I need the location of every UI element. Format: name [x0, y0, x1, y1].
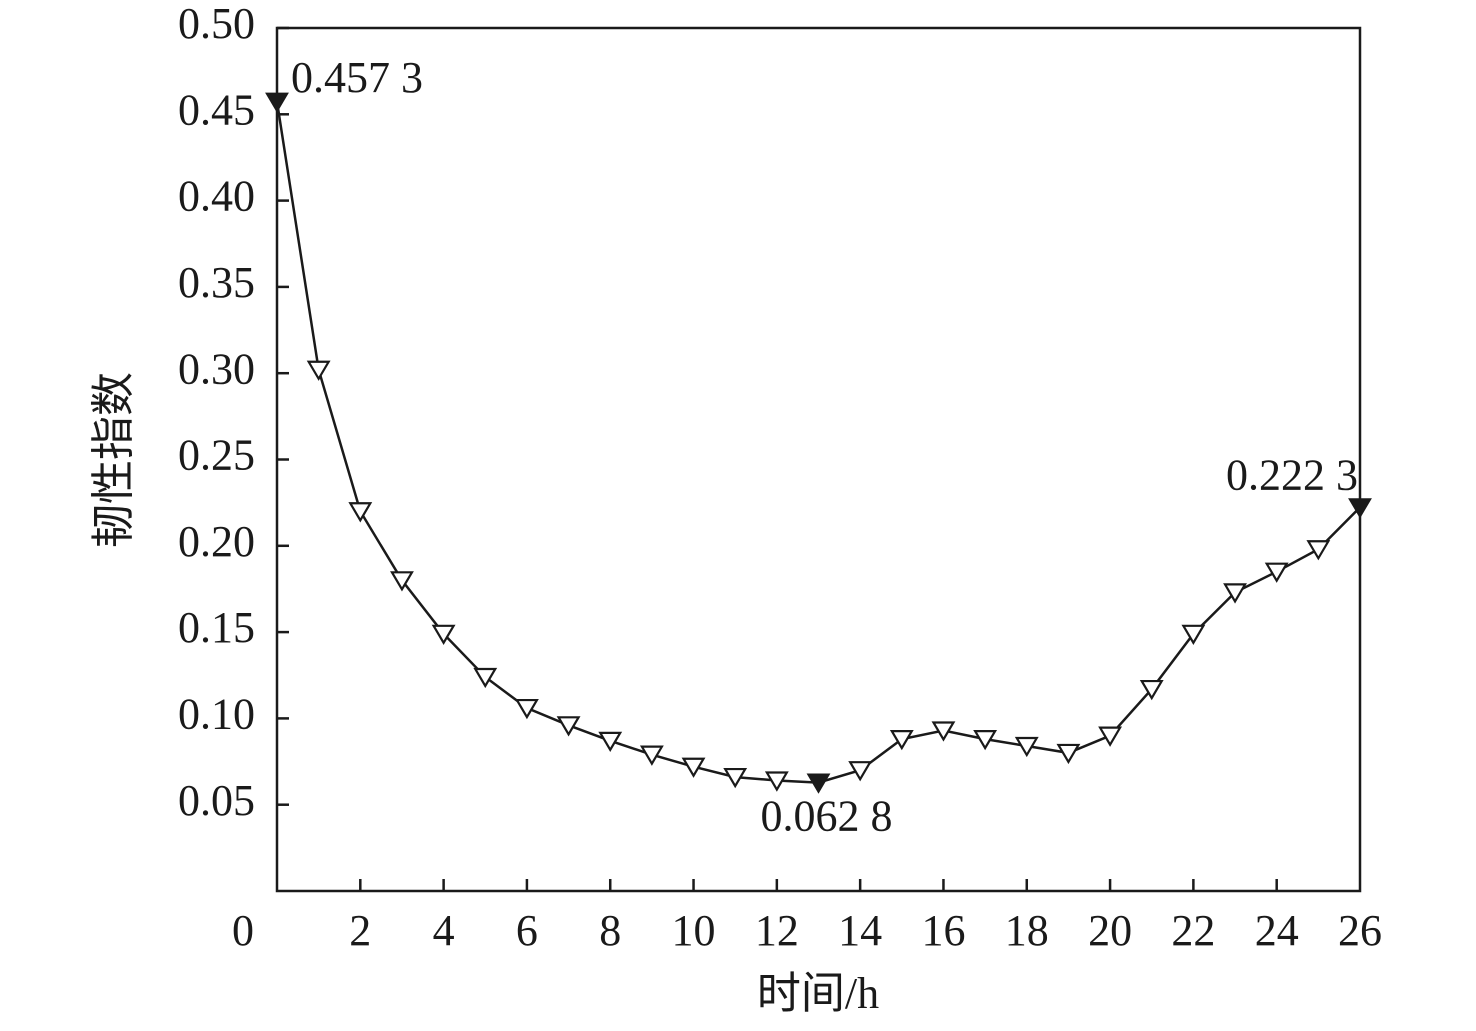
marker — [1348, 498, 1372, 519]
marker — [348, 502, 373, 523]
marker — [1223, 583, 1247, 604]
marker — [473, 667, 498, 689]
x-tick-label: 8 — [599, 906, 621, 955]
marker — [681, 757, 706, 778]
y-axis-label: 韧性指数 — [89, 372, 138, 548]
y-tick-label: 0.15 — [178, 603, 255, 652]
x-tick-label: 20 — [1088, 906, 1132, 955]
x-tick-label: 6 — [516, 906, 538, 955]
marker — [1264, 562, 1289, 583]
value-label: 0.062 8 — [761, 792, 893, 841]
x-tick-label: 4 — [433, 906, 455, 955]
y-tick-label: 0.50 — [178, 0, 255, 48]
y-tick-label: 0.40 — [178, 172, 255, 221]
x-axis-label: 时间/h — [757, 969, 879, 1018]
marker — [1098, 726, 1123, 747]
marker — [265, 92, 289, 113]
x-tick-label: 26 — [1338, 906, 1382, 955]
marker — [431, 624, 456, 645]
value-label: 0.222 3 — [1226, 450, 1358, 499]
x-tick-label: 22 — [1171, 906, 1215, 955]
marker — [764, 771, 789, 792]
y-tick-label: 0.45 — [178, 85, 255, 134]
marker — [1139, 679, 1164, 701]
marker — [973, 730, 998, 751]
x-tick-label: 12 — [755, 906, 799, 955]
y-tick-label: 0.25 — [178, 431, 255, 480]
marker — [1014, 736, 1039, 758]
marker — [723, 767, 748, 789]
plot-frame — [275, 26, 1362, 893]
marker — [848, 761, 873, 782]
x-tick-label: 2 — [349, 906, 371, 955]
marker — [1056, 743, 1081, 765]
marker — [514, 698, 539, 720]
x-tick-label: 18 — [1005, 906, 1049, 955]
y-tick-label: 0.35 — [178, 258, 255, 307]
marker — [806, 773, 831, 794]
marker — [639, 745, 664, 766]
y-tick-label: 0.10 — [178, 689, 255, 738]
y-tick-label: 0.30 — [178, 344, 255, 393]
x-tick-label: 0 — [232, 906, 254, 955]
marker — [931, 721, 956, 742]
value-label: 0.457 3 — [291, 53, 423, 102]
y-tick-label: 0.05 — [178, 776, 255, 825]
y-tick-label: 0.20 — [178, 517, 255, 566]
marker — [556, 716, 581, 737]
marker — [1181, 624, 1206, 645]
line — [275, 101, 1361, 784]
x-tick-label: 16 — [921, 906, 965, 955]
x-tick-label: 14 — [838, 906, 882, 955]
x-tick-label: 10 — [672, 906, 716, 955]
marker — [1306, 540, 1331, 561]
x-tick-label: 24 — [1255, 906, 1299, 955]
marker — [598, 731, 623, 753]
marker — [306, 360, 331, 381]
marker — [390, 571, 414, 592]
marker — [889, 730, 914, 751]
